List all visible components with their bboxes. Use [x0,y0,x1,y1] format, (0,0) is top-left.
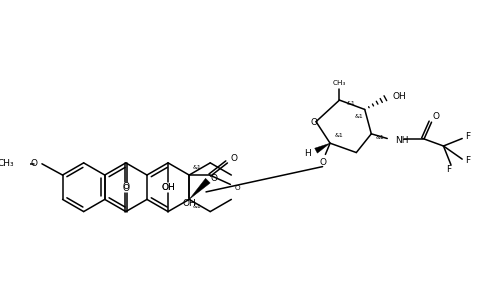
Text: &1: &1 [192,165,201,170]
Text: O: O [30,159,37,168]
Text: OH: OH [161,183,174,192]
Polygon shape [314,143,330,153]
Text: O: O [210,174,217,183]
Polygon shape [189,178,210,199]
Text: H: H [304,149,311,158]
Text: &1: &1 [334,133,343,138]
Text: O: O [122,184,129,193]
Text: O: O [122,182,129,191]
Text: F: F [445,165,451,174]
Text: CH₃: CH₃ [332,80,346,86]
Text: F: F [464,157,469,166]
Text: &1: &1 [375,135,384,140]
Text: OH: OH [161,183,174,192]
Text: OH: OH [182,199,195,208]
Text: OH: OH [392,92,406,101]
Text: CH₃: CH₃ [0,159,14,168]
Text: O: O [431,112,438,121]
Text: O: O [310,118,317,127]
Text: O: O [319,158,326,167]
Text: &1: &1 [346,101,355,106]
Text: &1: &1 [354,114,363,119]
Text: F: F [464,132,469,141]
Text: NH: NH [394,136,407,145]
Text: O: O [230,154,237,163]
Text: O: O [234,185,240,191]
Text: &1: &1 [192,204,201,209]
